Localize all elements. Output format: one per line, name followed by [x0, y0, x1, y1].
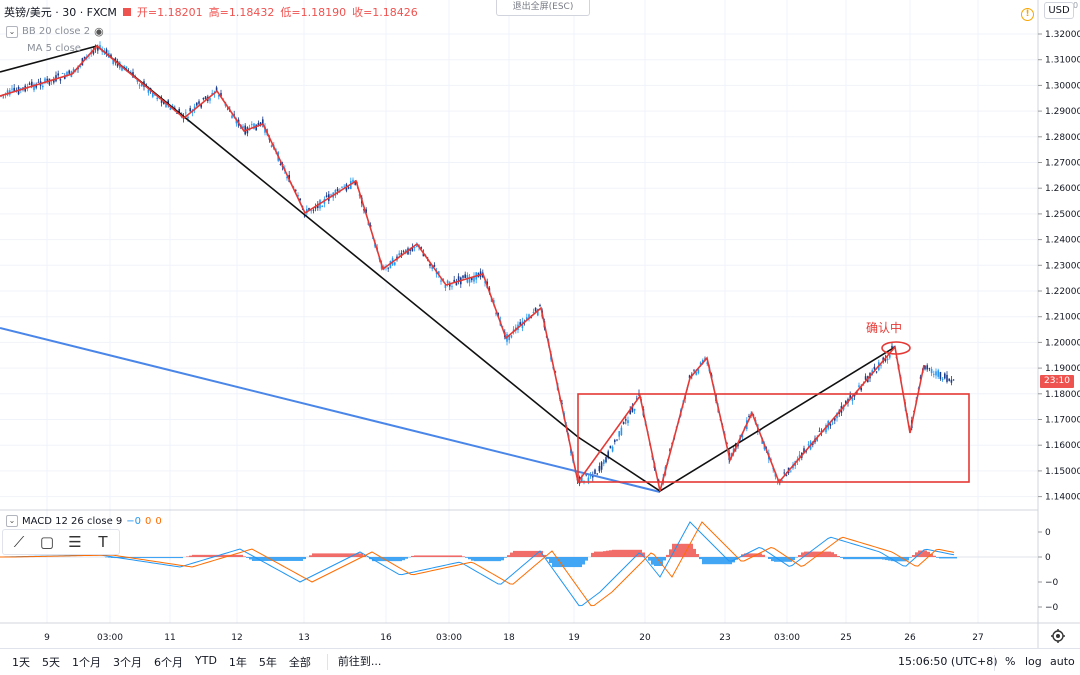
time-tick-label: 9 [44, 633, 50, 643]
price-tick-label: 1.16000 [1045, 441, 1080, 451]
price-tick-label: 1.30000 [1045, 81, 1080, 91]
time-tick-label: 19 [568, 633, 580, 643]
macd-collapse-icon[interactable]: ⌄ [6, 515, 18, 527]
warning-icon[interactable]: ! [1021, 8, 1034, 21]
range-buttons: 1天 5天 1个月 3个月 6个月 YTD 1年 5年 全部 [6, 654, 317, 670]
time-axis[interactable]: 9 03:00 11 12 13 16 03:00 18 19 20 23 03:00 25 26 27 [44, 633, 984, 643]
fib-icon[interactable]: ☰ [68, 533, 82, 551]
time-tick-label: 03:00 [774, 633, 800, 643]
flag-icon [122, 8, 131, 16]
ma-label: MA 5 close [27, 43, 81, 54]
price-tick-label: 1.18000 [1045, 390, 1080, 400]
bb-legend[interactable]: ⌄ BB 20 close 2 ◉ [6, 25, 104, 38]
range-button[interactable]: 全部 [288, 656, 311, 669]
range-button[interactable]: 3个月 [113, 656, 142, 669]
price-tick-label: 1.17000 [1045, 416, 1080, 426]
high-value: 高=1.18432 [208, 6, 275, 19]
goto-button[interactable]: 前往到... [326, 654, 381, 670]
annotation-text[interactable]: 确认中 [866, 320, 902, 335]
price-tick-label: 1.21000 [1045, 313, 1080, 323]
open-value: 开=1.18201 [136, 6, 203, 19]
bb-label: BB 20 close 2 [22, 26, 91, 37]
exit-fullscreen-button[interactable]: 退出全屏(ESC) [496, 0, 590, 16]
macd-tick-label: 0 [1045, 528, 1051, 538]
time-tick-label: 03:00 [436, 633, 462, 643]
zigzag-line[interactable] [0, 44, 925, 492]
clock[interactable]: 15:06:50 (UTC+8) [898, 655, 998, 668]
macd-value-3: 0 [155, 515, 162, 527]
eye-icon[interactable]: ◉ [94, 25, 104, 38]
collapse-chevron-icon[interactable]: ⌄ [6, 25, 18, 38]
range-button[interactable]: YTD [195, 654, 217, 667]
time-tick-label: 18 [503, 633, 515, 643]
range-box[interactable] [577, 393, 970, 483]
range-button[interactable]: 5天 [42, 656, 60, 669]
price-tick-label: 1.23000 [1045, 261, 1080, 271]
time-tick-label: 03:00 [97, 633, 123, 643]
macd-value-1: −0 [126, 515, 142, 527]
range-button[interactable]: 1天 [12, 656, 30, 669]
macd-label: MACD 12 26 close 9 [22, 515, 123, 527]
price-tick-label: 1.20000 [1045, 338, 1080, 348]
time-tick-label: 11 [164, 633, 175, 643]
time-tick-label: 13 [298, 633, 309, 643]
symbol-legend: 英镑/美元 · 30 · FXCM 开=1.18201 高=1.18432 低=… [4, 4, 418, 20]
text-icon[interactable]: T [98, 533, 108, 551]
macd-tick-label: 0 [1045, 553, 1051, 563]
rectangle-icon[interactable]: ▢ [39, 533, 55, 551]
price-tick-label: 1.26000 [1045, 184, 1080, 194]
support-trend-line[interactable] [0, 327, 661, 493]
main-trend-line[interactable] [0, 45, 896, 492]
macd-legend[interactable]: ⌄ MACD 12 26 close 9 −0 0 0 [6, 515, 162, 527]
low-value: 低=1.18190 [280, 6, 347, 19]
range-button[interactable]: 1个月 [72, 656, 101, 669]
percent-toggle[interactable]: % [1005, 655, 1016, 668]
log-toggle[interactable]: log [1025, 655, 1042, 668]
ma-legend[interactable]: MA 5 close [27, 43, 81, 54]
range-button[interactable]: 6个月 [154, 656, 183, 669]
grid [0, 0, 1038, 623]
price-candles [0, 41, 955, 491]
price-axis[interactable]: 1.32000 1.31000 1.30000 1.29000 1.28000 1.270… [1038, 1, 1080, 503]
current-price-tag: 23:10 [1040, 375, 1074, 388]
time-tick-label: 16 [380, 633, 392, 643]
price-tick-label: 1.31000 [1045, 56, 1080, 66]
close-value: 收=1.18426 [352, 6, 418, 19]
price-tick-label: 1.25000 [1045, 210, 1080, 220]
time-tick-label: 26 [904, 633, 916, 643]
time-tick-label: 12 [231, 633, 242, 643]
macd-tick-label: −0 [1045, 578, 1059, 588]
price-tick-label: 1.22000 [1045, 287, 1080, 297]
price-tick-label: 1.14000 [1045, 493, 1080, 503]
trend-line-icon[interactable]: ⟋ [13, 533, 25, 551]
time-tick-label: 23 [719, 633, 730, 643]
price-tick-label: 1.27000 [1045, 159, 1080, 169]
currency-button[interactable]: USD [1044, 2, 1074, 19]
price-tick-label: 1.28000 [1045, 133, 1080, 143]
macd-value-2: 0 [145, 515, 152, 527]
range-button[interactable]: 1年 [228, 656, 247, 669]
macd-tick-label: −0 [1045, 603, 1059, 613]
price-tick-label: 1.19000 [1045, 364, 1080, 374]
settings-gear-icon[interactable] [1051, 629, 1065, 643]
price-tick-label: 1.32000 [1045, 30, 1080, 40]
price-tick-label: 1.24000 [1045, 236, 1080, 246]
divider [994, 655, 995, 671]
time-tick-label: 25 [840, 633, 851, 643]
drawing-toolbar: ⟋ ▢ ☰ T [2, 529, 120, 555]
price-tick-label: 1.15000 [1045, 467, 1080, 477]
time-tick-label: 20 [639, 633, 651, 643]
auto-toggle[interactable]: auto [1050, 655, 1075, 668]
confirm-ellipse[interactable] [881, 341, 911, 355]
price-tick-label: 1.29000 [1045, 107, 1080, 117]
symbol-label[interactable]: 英镑/美元 · 30 · FXCM [4, 6, 117, 19]
bottom-toolbar: 1天 5天 1个月 3个月 6个月 YTD 1年 5年 全部 前往到... 15:06:50 (… [0, 648, 1080, 675]
macd-pane [0, 521, 1038, 607]
range-button[interactable]: 5年 [258, 656, 277, 669]
time-tick-label: 27 [972, 633, 983, 643]
macd-axis: 0 0 −0 −0 [1038, 528, 1059, 613]
